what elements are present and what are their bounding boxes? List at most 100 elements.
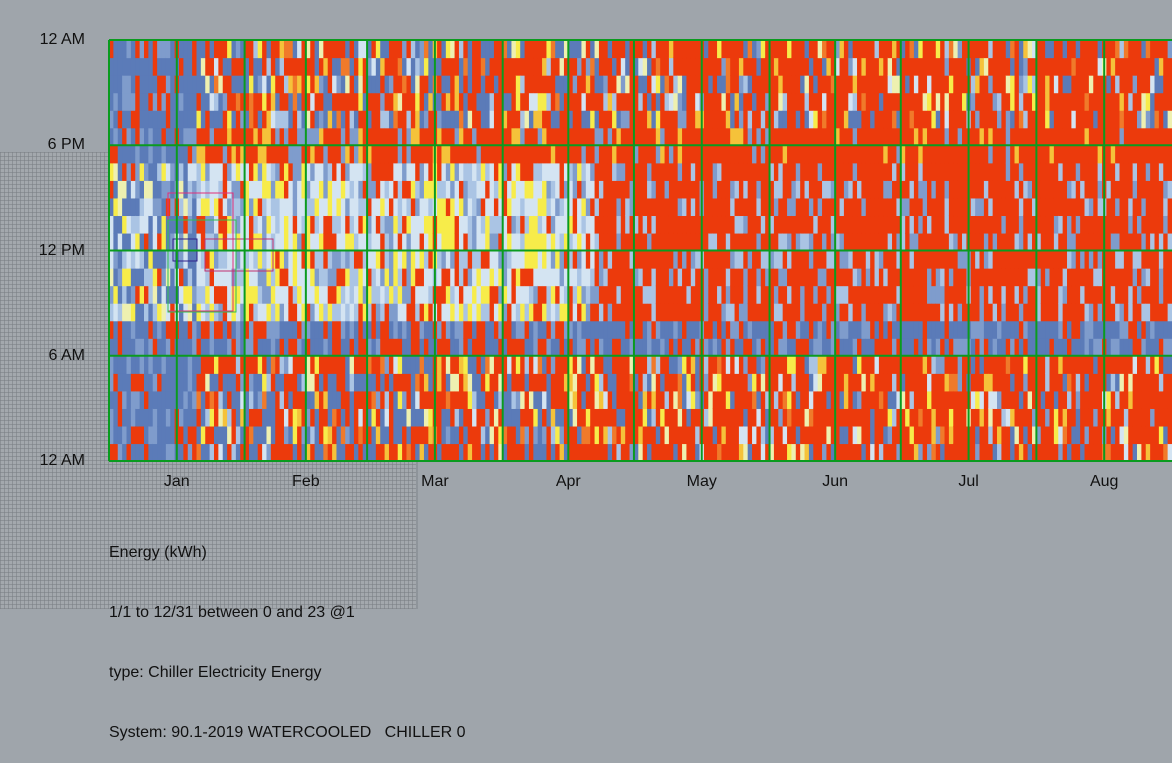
heatmap-cell (979, 127, 985, 146)
heatmap-cell (314, 57, 320, 76)
heatmap-cell (297, 40, 303, 59)
heatmap-cell (686, 408, 692, 427)
heatmap-cell (695, 373, 701, 392)
heatmap-cell (769, 40, 775, 59)
heatmap-cell (603, 425, 609, 445)
heatmap-cell (808, 338, 814, 357)
heatmap-cell (655, 303, 661, 322)
heatmap-cell (305, 320, 311, 339)
heatmap-cell (375, 92, 381, 111)
heatmap-cell (848, 390, 854, 409)
heatmap-cell (126, 390, 132, 409)
heatmap-cell (266, 443, 272, 462)
heatmap-cell (848, 443, 854, 462)
heatmap-cell (222, 425, 228, 445)
heatmap-cell (887, 285, 893, 304)
heatmap-cell (283, 75, 289, 94)
heatmap-cell (983, 92, 989, 111)
heatmap-cell (196, 425, 202, 445)
heatmap-cell (738, 338, 744, 357)
heatmap-cell (931, 215, 937, 234)
heatmap-cell (507, 250, 513, 269)
heatmap-cell (345, 250, 351, 269)
heatmap-cell (244, 285, 250, 304)
heatmap-cell (292, 145, 298, 164)
heatmap-cell (445, 110, 451, 129)
heatmap-cell (633, 92, 639, 111)
heatmap-cell (826, 215, 832, 234)
heatmap-cell (813, 232, 819, 252)
heatmap-cell (533, 145, 539, 164)
heatmap-cell (725, 268, 731, 287)
heatmap-cell (970, 373, 976, 392)
heatmap-cell (913, 250, 919, 269)
heatmap-cell (546, 40, 552, 59)
heatmap-cell (288, 232, 294, 252)
heatmap-cell (227, 408, 233, 427)
heatmap-cell (1010, 162, 1016, 181)
heatmap-cell (861, 215, 867, 234)
heatmap-cell (808, 373, 814, 392)
heatmap-cell (515, 75, 521, 94)
heatmap-cell (918, 40, 924, 59)
heatmap-cell (410, 425, 416, 445)
heatmap-cell (1014, 145, 1020, 164)
heatmap-cell (507, 390, 513, 409)
heatmap-cell (178, 355, 184, 374)
heatmap-cell (410, 320, 416, 339)
heatmap-cell (979, 162, 985, 181)
heatmap-cell (349, 390, 355, 409)
heatmap-cell (905, 110, 911, 129)
heatmap-cell (935, 373, 941, 392)
heatmap-cell (279, 145, 285, 164)
heatmap-cell (629, 268, 635, 287)
heatmap-cell (493, 320, 499, 339)
heatmap-cell (279, 57, 285, 76)
heatmap-cell (603, 40, 609, 59)
heatmap-cell (244, 145, 250, 164)
heatmap-cell (660, 110, 666, 129)
heatmap-cell (677, 127, 683, 146)
heatmap-cell (130, 443, 136, 462)
heatmap-cell (498, 250, 504, 269)
heatmap-cell (664, 92, 670, 111)
heatmap-cell (817, 197, 823, 217)
heatmap-cell (857, 390, 863, 409)
heatmap-cell (528, 162, 534, 181)
heatmap-cell (800, 250, 806, 269)
heatmap-cell (227, 232, 233, 252)
heatmap-cell (778, 390, 784, 409)
heatmap-cell (113, 425, 119, 445)
heatmap-cell (450, 110, 456, 129)
heatmap-cell (231, 180, 237, 199)
heatmap-cell (493, 373, 499, 392)
heatmap-cell (113, 338, 119, 357)
heatmap-cell (800, 162, 806, 181)
heatmap-cell (948, 92, 954, 111)
heatmap-cell (397, 127, 403, 146)
heatmap-cell (633, 110, 639, 129)
heatmap-cell (275, 92, 281, 111)
heatmap-cell (708, 110, 714, 129)
heatmap-cell (384, 373, 390, 392)
heatmap-cell (240, 303, 246, 322)
heatmap-cell (537, 232, 543, 252)
heatmap-cell (349, 285, 355, 304)
heatmap-cell (909, 180, 915, 199)
heatmap-cell (253, 197, 259, 217)
heatmap-cell (948, 180, 954, 199)
heatmap-cell (445, 285, 451, 304)
heatmap-cell (157, 180, 163, 199)
heatmap-cell (200, 443, 206, 462)
heatmap-cell (511, 92, 517, 111)
heatmap-cell (612, 232, 618, 252)
heatmap-cell (922, 355, 928, 374)
heatmap-cell (953, 197, 959, 217)
heatmap-cell (975, 232, 981, 252)
heatmap-cell (813, 92, 819, 111)
heatmap-cell (157, 425, 163, 445)
heatmap-cell (415, 443, 421, 462)
heatmap-cell (266, 250, 272, 269)
heatmap-cell (310, 390, 316, 409)
heatmap-cell (590, 215, 596, 234)
